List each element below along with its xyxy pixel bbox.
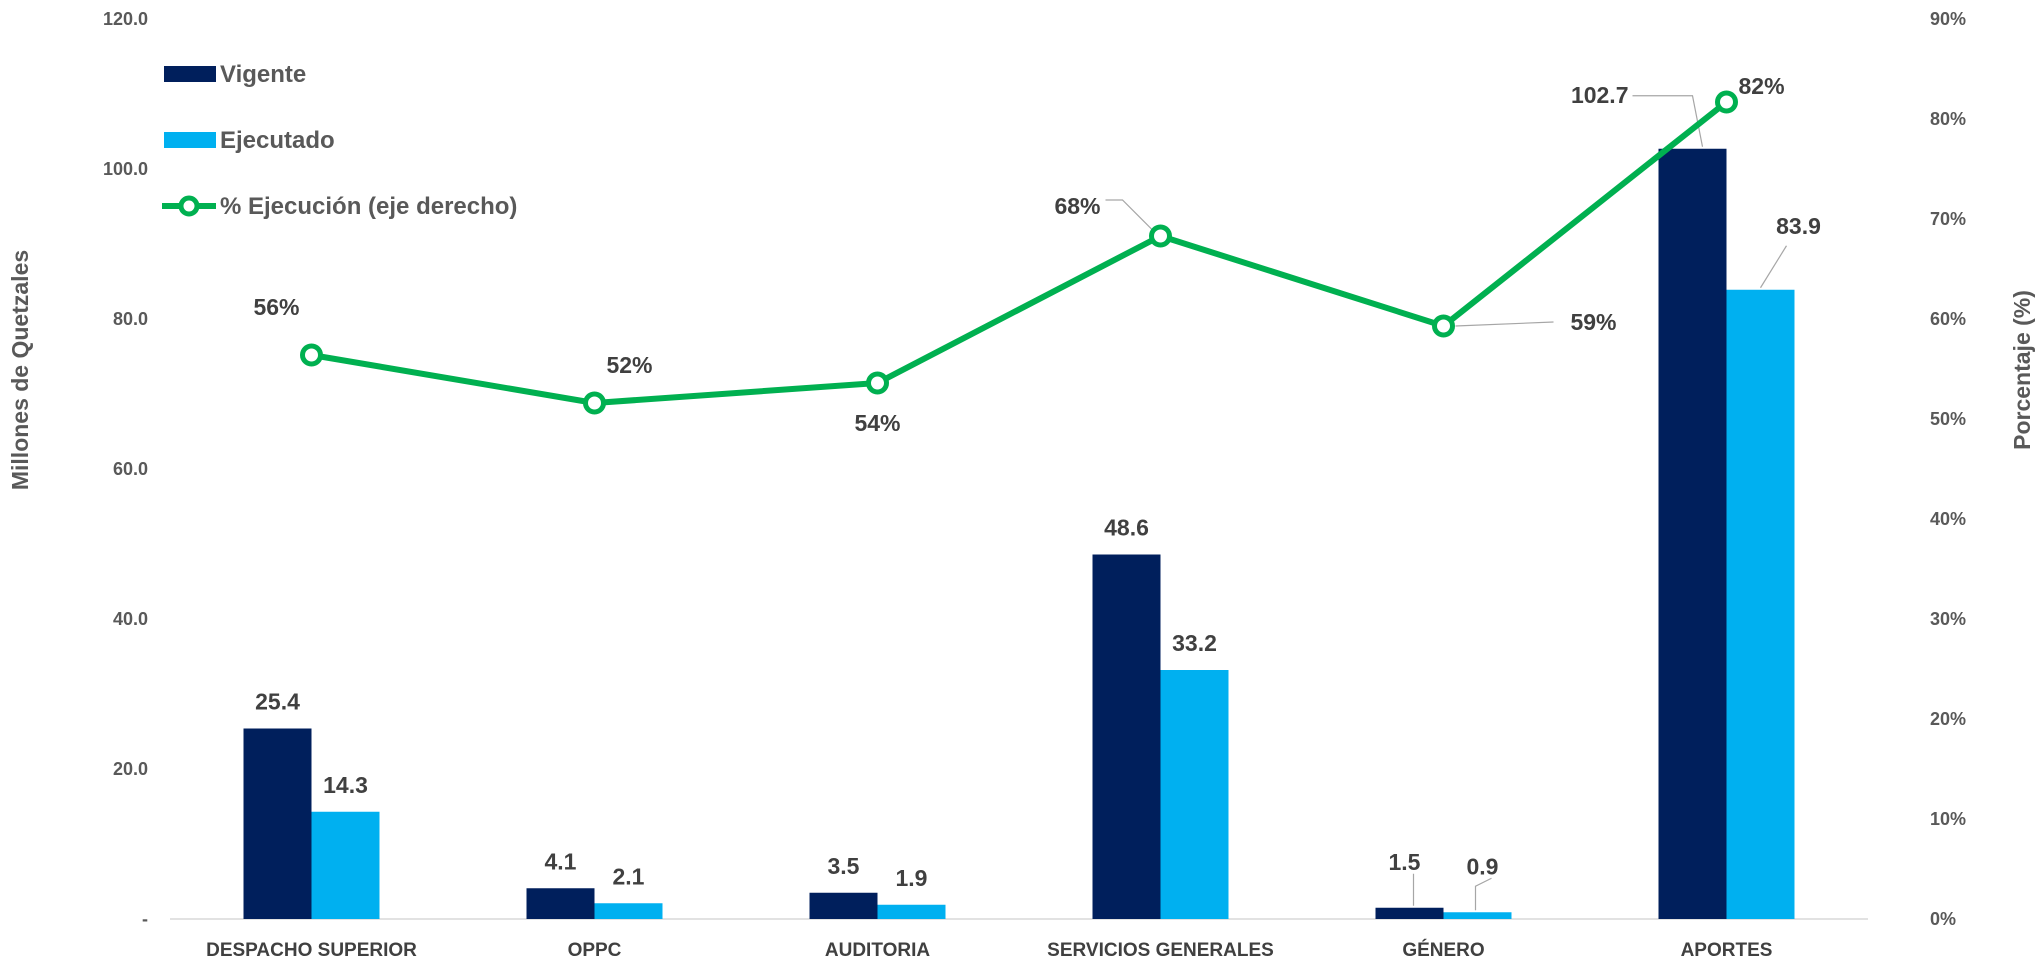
data-labels: 25.4 14.3 4.1 2.1 3.5 1.9 48.6 33.2 1.5 0.9 102.7 8… [253, 73, 1820, 891]
leader-line [1455, 321, 1554, 327]
bar-label-ejecutado-aportes: 83.9 [1776, 213, 1821, 239]
y2-axis-title: Porcentaje (%) [2009, 290, 2035, 450]
pct-label-oppc: 52% [606, 352, 652, 378]
y-tick-label: 80.0 [113, 309, 148, 329]
bar-label-vigente-oppc: 4.1 [545, 848, 577, 874]
bar-ejecutado-despacho-superior [311, 811, 380, 919]
legend-label-vigente: Vigente [220, 61, 306, 88]
bar-ejecutado-auditoria [877, 904, 946, 919]
bar-ejecutado-oppc [594, 903, 663, 919]
leader-line [1105, 199, 1153, 231]
bar-label-vigente-auditoria: 3.5 [828, 853, 860, 879]
x-tick-label-auditoria: AUDITORIA [825, 940, 930, 960]
y-tick-label: - [142, 909, 148, 929]
bar-label-vigente-despacho-superior: 25.4 [255, 689, 300, 715]
pct-label-despacho-superior: 56% [253, 294, 299, 320]
line-ejecucion [310, 99, 1729, 406]
leader-line [1632, 95, 1704, 147]
execution-line [300, 90, 1738, 415]
bar-vigente-servicios-generales [1092, 554, 1161, 919]
y-axis-title: Millones de Quetzales [7, 250, 33, 490]
bar-vigente-auditoria [809, 892, 878, 919]
pct-label-aportes: 82% [1739, 73, 1785, 99]
category-labels: DESPACHO SUPERIOR OPPC AUDITORIA SERVICIOS … [206, 939, 1772, 960]
y2-tick-label: 70% [1930, 209, 1966, 229]
x-tick-label-genero: GÉNERO [1402, 939, 1484, 960]
pct-label-servicios-generales: 68% [1054, 193, 1100, 219]
bar-label-vigente-servicios-generales: 48.6 [1104, 515, 1149, 541]
y2-tick-label: 50% [1930, 409, 1966, 429]
line-point-genero [1432, 314, 1455, 338]
bar-label-ejecutado-servicios-generales: 33.2 [1172, 630, 1217, 656]
y2-tick-label: 60% [1930, 309, 1966, 329]
x-tick-label-oppc: OPPC [568, 940, 622, 960]
bar-label-vigente-genero: 1.5 [1389, 849, 1421, 875]
bar-vigente-genero [1375, 907, 1444, 919]
bar-label-ejecutado-genero: 0.9 [1467, 853, 1499, 879]
x-tick-label-aportes: APORTES [1681, 940, 1773, 960]
x-tick-label-despacho-superior: DESPACHO SUPERIOR [206, 940, 417, 960]
legend-marker-ejecucion [178, 195, 200, 217]
bar-ejecutado-genero [1443, 912, 1512, 919]
y2-tick-label: 40% [1930, 509, 1966, 529]
bar-label-ejecutado-despacho-superior: 14.3 [323, 772, 368, 798]
leader-line [1759, 245, 1788, 289]
bar-ejecutado-aportes [1726, 289, 1795, 919]
legend: Vigente Ejecutado % Ejecución (eje derec… [162, 61, 517, 220]
bar-ejecutado-servicios-generales [1160, 670, 1229, 919]
y2-tick-label: 20% [1930, 709, 1966, 729]
bar-vigente-despacho-superior [243, 728, 312, 919]
bar-label-ejecutado-auditoria: 1.9 [896, 865, 928, 891]
leader-line [1474, 877, 1492, 911]
bar-label-ejecutado-oppc: 2.1 [613, 863, 645, 889]
y2-tick-label: 30% [1930, 609, 1966, 629]
line-point-oppc [583, 391, 606, 415]
y-axis-left-ticks: - 20.0 40.0 60.0 80.0 100.0 120.0 [103, 9, 148, 929]
y2-tick-label: 80% [1930, 109, 1966, 129]
line-point-aportes [1715, 90, 1738, 114]
y-tick-label: 120.0 [103, 9, 148, 29]
legend-swatch-ejecutado [164, 132, 216, 148]
bar-label-vigente-aportes: 102.7 [1571, 82, 1629, 108]
bar-vigente-aportes [1658, 148, 1727, 919]
line-point-despacho-superior [300, 343, 323, 367]
pct-label-genero: 59% [1570, 309, 1616, 335]
y-axis-right-ticks: 0% 10% 20% 30% 40% 50% 60% 70% 80% 90% [1930, 9, 1966, 929]
line-point-servicios-generales [1149, 224, 1172, 248]
legend-swatch-vigente [164, 66, 216, 82]
y2-tick-label: 0% [1930, 909, 1956, 929]
pct-label-auditoria: 54% [854, 410, 900, 436]
y2-tick-label: 10% [1930, 809, 1966, 829]
leader-lines [1105, 95, 1788, 911]
y-tick-label: 20.0 [113, 759, 148, 779]
legend-label-ejecucion: % Ejecución (eje derecho) [220, 193, 517, 220]
y-tick-label: 100.0 [103, 159, 148, 179]
x-tick-label-servicios-generales: SERVICIOS GENERALES [1047, 940, 1274, 960]
bar-vigente-oppc [526, 888, 595, 919]
y2-tick-label: 90% [1930, 9, 1966, 29]
bars [243, 148, 1795, 919]
legend-label-ejecutado: Ejecutado [220, 127, 335, 154]
line-point-auditoria [866, 371, 889, 395]
y-tick-label: 60.0 [113, 459, 148, 479]
y-tick-label: 40.0 [113, 609, 148, 629]
